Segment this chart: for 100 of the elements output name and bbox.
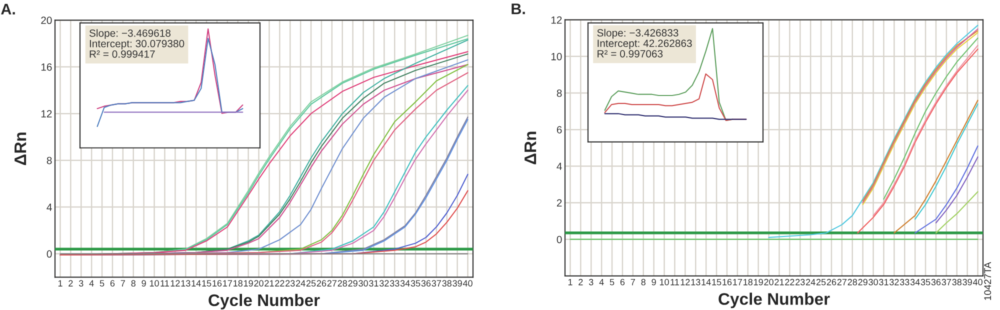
x-tick-label: 30 — [358, 280, 368, 287]
x-tick-label: 16 — [212, 280, 222, 287]
x-tick-label: 19 — [754, 278, 763, 286]
x-tick-label: 27 — [327, 280, 336, 286]
y-tick-label: 12 — [551, 16, 562, 24]
x-tick-label: 5 — [610, 279, 614, 286]
x-tick-label: 31 — [369, 280, 378, 287]
x-tick-label: 35 — [410, 280, 420, 287]
line-series — [914, 103, 978, 220]
line-series — [894, 100, 978, 234]
x-tick-label: 37 — [942, 278, 951, 286]
x-tick-label: 14 — [192, 280, 201, 286]
x-tick-label: 1 — [58, 280, 62, 286]
x-tick-label: 34 — [400, 280, 410, 287]
x-tick-label: 25 — [306, 280, 316, 287]
line-series — [768, 24, 978, 238]
x-tick-label: 5 — [100, 280, 104, 287]
x-tick-label: 29 — [858, 278, 868, 286]
y-tick-label: 8 — [46, 156, 52, 164]
x-tick-label: 36 — [931, 278, 941, 286]
x-tick-label: 21 — [264, 280, 274, 286]
line-series — [872, 44, 978, 216]
y-tick-label: 4 — [556, 162, 562, 170]
annotation: Slope: −3.426833 — [597, 28, 678, 39]
x-tick-label: 30 — [868, 278, 878, 286]
chart-title: B. — [512, 4, 525, 14]
line-series — [883, 38, 978, 200]
x-tick-label: 3 — [588, 278, 594, 286]
x-tick-label: 20 — [764, 278, 774, 286]
annotation: Slope: −3.469618 — [89, 29, 171, 39]
y-tick-label: 2 — [556, 199, 562, 207]
x-tick-label: 22 — [785, 278, 794, 286]
x-tick-label: 3 — [78, 280, 84, 287]
line-series — [935, 191, 978, 234]
annotation: R² = 0.999417 — [90, 50, 155, 58]
x-tick-label: 38 — [442, 280, 452, 287]
x-tick-label: 11 — [670, 279, 679, 286]
x-tick-label: 9 — [652, 278, 656, 286]
x-tick-label: 32 — [380, 280, 389, 287]
x-tick-label: 7 — [120, 280, 125, 286]
x-tick-label: 14 — [702, 279, 711, 286]
x-tick-label: 17 — [733, 279, 742, 286]
x-tick-label: 23 — [286, 280, 295, 287]
annotation: R² = 0.997063 — [598, 50, 663, 58]
x-tick-label: 34 — [910, 278, 920, 286]
x-tick-label: 28 — [848, 278, 858, 286]
x-tick-label: 1 — [568, 279, 572, 286]
x-tick-label: 19 — [244, 280, 253, 287]
x-tick-label: 18 — [234, 280, 243, 287]
x-tick-label: 16 — [722, 278, 732, 286]
x-tick-label: 2 — [68, 280, 73, 286]
x-axis-title: Cycle Number — [208, 294, 320, 310]
x-tick-label: 36 — [421, 280, 431, 287]
x-tick-label: 22 — [275, 280, 284, 286]
x-tick-label: 17 — [223, 280, 232, 286]
x-tick-label: 20 — [254, 280, 264, 287]
x-tick-label: 2 — [578, 278, 583, 286]
x-tick-label: 24 — [296, 280, 306, 286]
x-tick-label: 39 — [452, 280, 462, 287]
line-series — [914, 145, 978, 234]
line-series — [857, 48, 978, 234]
x-tick-label: 18 — [744, 278, 753, 286]
x-tick-label: 27 — [837, 278, 846, 286]
x-tick-label: 40 — [972, 278, 982, 286]
x-tick-label: 12 — [170, 280, 180, 286]
x-tick-label: 8 — [131, 280, 136, 287]
annotation: Intercept: 30.079380 — [90, 40, 184, 50]
x-tick-label: 26 — [826, 278, 836, 286]
x-tick-label: 9 — [142, 280, 146, 287]
y-tick-label: 4 — [46, 204, 52, 211]
x-tick-label: 6 — [620, 278, 625, 286]
x-tick-label: 25 — [816, 278, 826, 286]
chart-title: A. — [1, 4, 15, 14]
y-axis-title: ΔRn — [14, 132, 26, 166]
y-tick-label: 8 — [556, 90, 562, 97]
x-tick-label: 24 — [806, 278, 816, 286]
y-tick-label: 0 — [46, 250, 52, 258]
x-tick-label: 10 — [150, 280, 159, 287]
y-tick-label: 10 — [551, 52, 562, 60]
x-tick-label: 39 — [962, 278, 972, 286]
x-tick-label: 33 — [390, 280, 400, 287]
x-tick-label: 33 — [900, 278, 910, 286]
x-tick-label: 32 — [890, 278, 899, 286]
x-tick-label: 4 — [599, 279, 604, 286]
x-tick-label: 35 — [920, 278, 930, 286]
x-tick-label: 21 — [774, 278, 784, 286]
x-tick-label: 13 — [181, 280, 190, 287]
y-tick-label: 12 — [41, 110, 52, 118]
x-tick-label: 26 — [316, 280, 326, 287]
x-tick-label: 28 — [338, 280, 348, 287]
y-tick-label: 6 — [556, 126, 562, 134]
x-tick-label: 7 — [630, 279, 635, 286]
x-tick-label: 13 — [691, 278, 700, 286]
y-tick-label: 16 — [41, 63, 52, 71]
x-tick-label: 15 — [202, 280, 212, 287]
text: 10427TA — [984, 262, 992, 300]
y-axis-title: ΔRn — [524, 132, 536, 164]
x-tick-label: 10 — [660, 278, 669, 286]
x-tick-label: 8 — [641, 278, 646, 286]
annotation: Intercept: 42.262863 — [598, 40, 692, 50]
